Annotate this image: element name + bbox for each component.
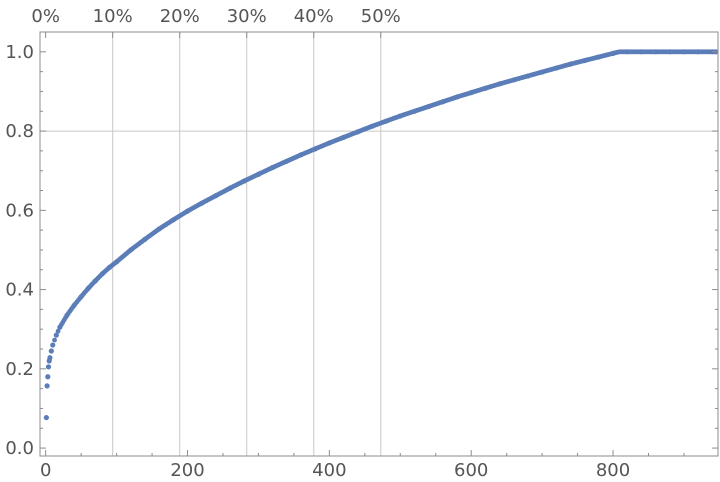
data-point-interp <box>77 296 83 301</box>
y-tick-label-4: 0.8 <box>5 121 34 142</box>
y-tick-label-0: 0.0 <box>5 438 34 459</box>
top-tick-label-3: 30% <box>227 6 267 27</box>
data-point-interp <box>63 315 68 321</box>
data-point-interp <box>55 328 61 334</box>
tick-labels: 0 200 400 600 800 0.0 0.2 0.4 0.6 0.8 1.0 0% 10% 20% 3… <box>5 6 630 481</box>
data-point-interp <box>70 305 76 310</box>
data-point-interp <box>52 337 57 343</box>
data-point-3 <box>45 364 52 370</box>
y-tick-label-3: 0.6 <box>5 200 34 221</box>
plot-frame <box>39 31 719 457</box>
gridlines <box>40 32 718 456</box>
x-tick-label-0: 0 <box>40 460 51 481</box>
data-point-8 <box>53 332 59 338</box>
data-point-5 <box>47 355 53 361</box>
top-tick-label-1: 10% <box>93 6 133 27</box>
data-points <box>43 49 719 421</box>
top-tick-label-5: 50% <box>361 6 401 27</box>
x-tick-label-3: 600 <box>454 460 488 481</box>
top-tick-label-0: 0% <box>31 6 60 27</box>
top-tick-label-4: 40% <box>294 6 334 27</box>
top-tick-label-2: 20% <box>160 6 200 27</box>
axis-ticks <box>40 32 718 456</box>
x-tick-label-1: 200 <box>170 460 204 481</box>
y-tick-label-1: 0.2 <box>5 359 34 380</box>
x-tick-label-4: 800 <box>596 460 630 481</box>
y-tick-label-2: 0.4 <box>5 280 34 301</box>
data-point-1 <box>44 383 50 389</box>
data-point-6 <box>48 348 54 354</box>
data-point-7 <box>50 342 56 348</box>
data-point-interp <box>84 287 90 293</box>
y-tick-label-5: 1.0 <box>5 42 34 63</box>
data-point-2 <box>45 374 51 380</box>
x-tick-label-2: 400 <box>312 460 346 481</box>
data-point-0 <box>43 414 49 421</box>
